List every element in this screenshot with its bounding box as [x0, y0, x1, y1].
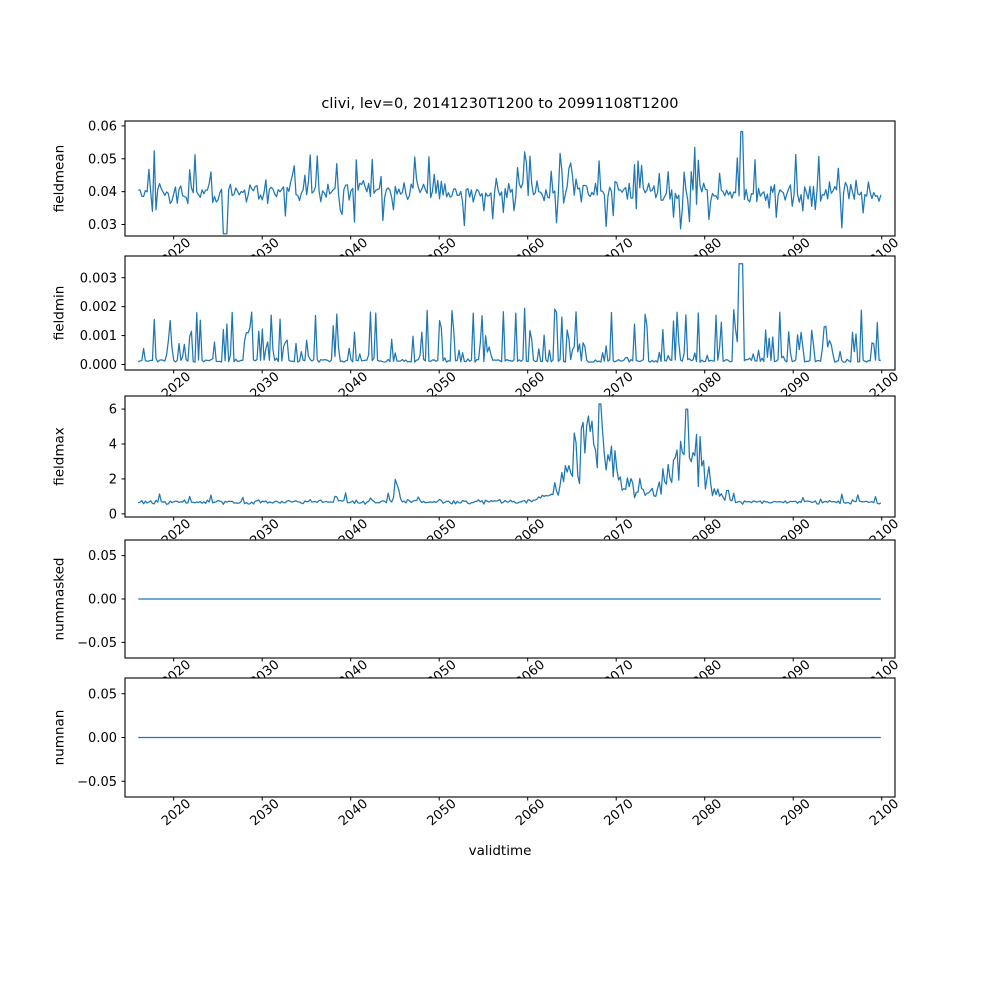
y-tick-label: 0.05	[88, 549, 117, 564]
y-axis-label-numnan: numnan	[52, 710, 68, 766]
axes-spines	[124, 120, 896, 237]
data-line-fieldmean	[138, 130, 882, 235]
y-tick-label: 0.05	[88, 152, 117, 167]
y-tick-label: 0.04	[88, 185, 117, 200]
x-tick-label: 2020	[159, 796, 194, 829]
y-axis-label-fieldmean: fieldmean	[52, 145, 68, 212]
subplot-numnan: −0.05 0.00 0.05 numnan 2020 2030 2040 2050 2060 2…	[52, 677, 902, 829]
y-axis-label-fieldmin: fieldmin	[52, 286, 68, 341]
y-tick-label: 4	[109, 438, 117, 453]
y-tick-label: 0.05	[88, 687, 117, 702]
y-tick-label: 6	[109, 403, 117, 418]
plot-area-background	[125, 396, 895, 517]
y-tick-label: 0.00	[88, 593, 117, 608]
y-tick-label: 0.003	[80, 271, 117, 286]
plot-area-background	[125, 121, 895, 236]
y-axis-label-fieldmax: fieldmax	[52, 427, 68, 486]
data-line-fieldmin	[137, 263, 881, 363]
axes-spines	[124, 255, 896, 371]
y-tick-label: 0.00	[88, 731, 117, 746]
y-tick-label: 0.001	[80, 329, 117, 344]
x-tick-label: 2040	[336, 796, 371, 829]
x-tick-label: 2100	[867, 796, 902, 829]
y-tick-label: 0.03	[88, 218, 117, 233]
x-tick-label: 2090	[779, 796, 814, 829]
x-axis-label: validtime	[468, 843, 532, 859]
y-tick-label: 0.002	[80, 300, 117, 315]
y-axis-label-nummasked: nummasked	[52, 558, 68, 641]
y-tick-label: −0.05	[77, 775, 117, 790]
data-line-fieldmax	[138, 403, 882, 505]
y-tick-label: 0.06	[88, 120, 117, 135]
axes-spines	[124, 395, 896, 518]
y-tick-label: 0	[109, 507, 117, 522]
y-tick-label: 0.000	[80, 358, 117, 373]
x-tick-label: 2060	[513, 796, 548, 829]
x-tick-label: 2030	[248, 796, 283, 829]
x-tick-label: 2050	[425, 796, 460, 829]
y-tick-label: 2	[109, 473, 117, 488]
x-tick-label: 2070	[602, 796, 637, 829]
figure-title: clivi, lev=0, 20141230T1200 to 20991108T…	[321, 96, 679, 112]
y-tick-label: −0.05	[77, 636, 117, 651]
x-tick-label: 2080	[690, 796, 725, 829]
